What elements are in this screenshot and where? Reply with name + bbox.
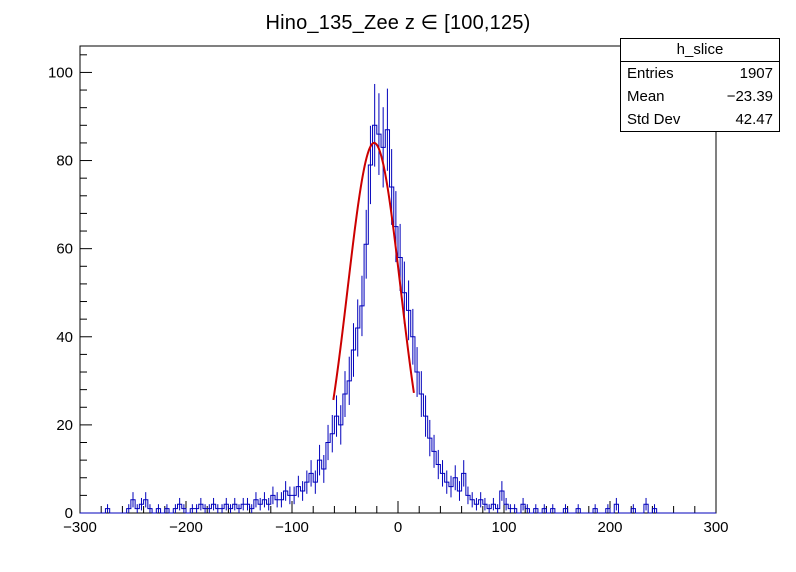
svg-text:300: 300 (703, 519, 728, 536)
svg-text:−100: −100 (275, 519, 309, 536)
svg-text:100: 100 (48, 64, 73, 81)
svg-text:80: 80 (56, 153, 73, 170)
svg-text:−200: −200 (169, 519, 203, 536)
svg-text:−300: −300 (63, 519, 97, 536)
x-axis-labels: −300 −200 −100 0 100 200 300 (63, 519, 728, 536)
stats-row-stddev: Std Dev 42.47 (621, 108, 779, 131)
stats-row-entries: Entries 1907 (621, 62, 779, 85)
svg-text:60: 60 (56, 241, 73, 258)
stats-row-mean: Mean −23.39 (621, 85, 779, 108)
x-axis-ticks (79, 501, 717, 513)
stats-title: h_slice (621, 39, 779, 62)
fit-curve (332, 141, 415, 401)
svg-text:20: 20 (56, 417, 73, 434)
histogram-series (80, 124, 716, 514)
y-axis-ticks (80, 54, 92, 514)
plot-title: Hino_135_Zee z ∈ [100,125) (265, 12, 531, 34)
error-bars (107, 83, 656, 513)
stats-box: h_slice Entries 1907 Mean −23.39 Std Dev… (620, 38, 780, 132)
svg-text:0: 0 (65, 505, 73, 522)
stats-value-entries: 1907 (739, 65, 773, 82)
y-axis-labels: 0 20 40 60 80 100 (48, 64, 73, 522)
svg-text:200: 200 (597, 519, 622, 536)
stats-value-mean: −23.39 (726, 88, 773, 105)
svg-text:100: 100 (491, 519, 516, 536)
svg-text:0: 0 (394, 519, 402, 536)
stats-label-mean: Mean (627, 88, 665, 105)
stats-value-stddev: 42.47 (735, 111, 773, 128)
stats-label-entries: Entries (627, 65, 674, 82)
stats-label-stddev: Std Dev (627, 111, 681, 128)
svg-text:40: 40 (56, 329, 73, 346)
